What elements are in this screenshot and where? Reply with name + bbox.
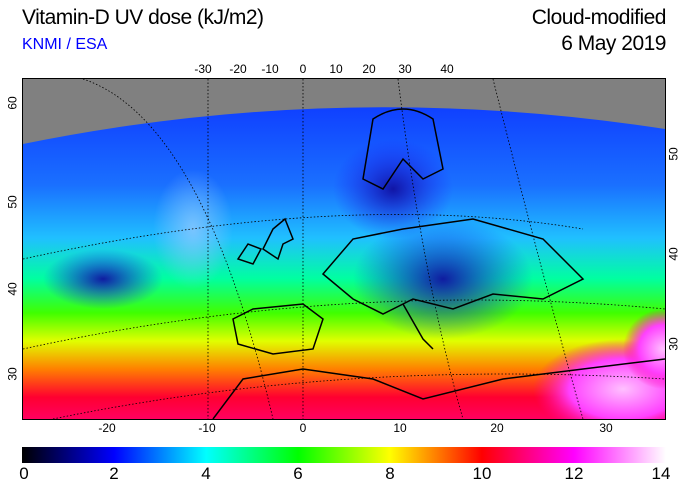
left-lat-tick: 60 <box>5 96 20 110</box>
top-lon-tick: 30 <box>398 62 412 76</box>
right-lat-tick: 40 <box>666 247 681 261</box>
colorbar <box>22 447 666 463</box>
credit-label: KNMI / ESA <box>22 36 108 53</box>
top-lon-tick: 20 <box>362 62 376 76</box>
mode-label: Cloud-modified <box>531 6 667 29</box>
left-lat-tick: 50 <box>5 195 20 209</box>
colorbar-tick: 8 <box>385 464 395 483</box>
colorbar-tick: 14 <box>651 464 671 483</box>
date-label: 6 May 2019 <box>561 32 666 55</box>
right-lat-tick: 30 <box>666 337 681 351</box>
bottom-lon-tick: 10 <box>393 421 407 435</box>
left-lat-tick: 40 <box>5 282 20 296</box>
colorbar-tick: 10 <box>472 464 492 483</box>
map-canvas <box>22 78 688 439</box>
coastlines <box>212 108 666 420</box>
left-lat-tick: 30 <box>5 367 20 381</box>
right-lat-tick: 50 <box>666 147 681 161</box>
top-lon-tick: 10 <box>329 62 343 76</box>
colorbar-tick: 2 <box>109 464 119 483</box>
top-lon-tick: -10 <box>261 62 279 76</box>
bottom-lon-tick: 20 <box>490 421 504 435</box>
colorbar-tick: 6 <box>293 464 303 483</box>
bottom-lon-tick: -10 <box>198 421 216 435</box>
uv-dose-map <box>22 78 688 439</box>
graticule <box>22 78 666 420</box>
bottom-lon-tick: 0 <box>299 421 307 435</box>
bottom-lon-tick: 30 <box>599 421 613 435</box>
top-lon-tick: 0 <box>299 62 307 76</box>
bottom-lon-tick: -20 <box>98 421 116 435</box>
colorbar-tick: 0 <box>19 464 29 483</box>
colorbar-tick: 12 <box>564 464 584 483</box>
top-lon-tick: 40 <box>440 62 454 76</box>
low-dose-region <box>353 219 533 339</box>
top-lon-tick: -20 <box>229 62 247 76</box>
map-title: Vitamin-D UV dose (kJ/m2) <box>22 6 264 29</box>
colorbar-tick: 4 <box>201 464 211 483</box>
top-lon-tick: -30 <box>194 62 212 76</box>
